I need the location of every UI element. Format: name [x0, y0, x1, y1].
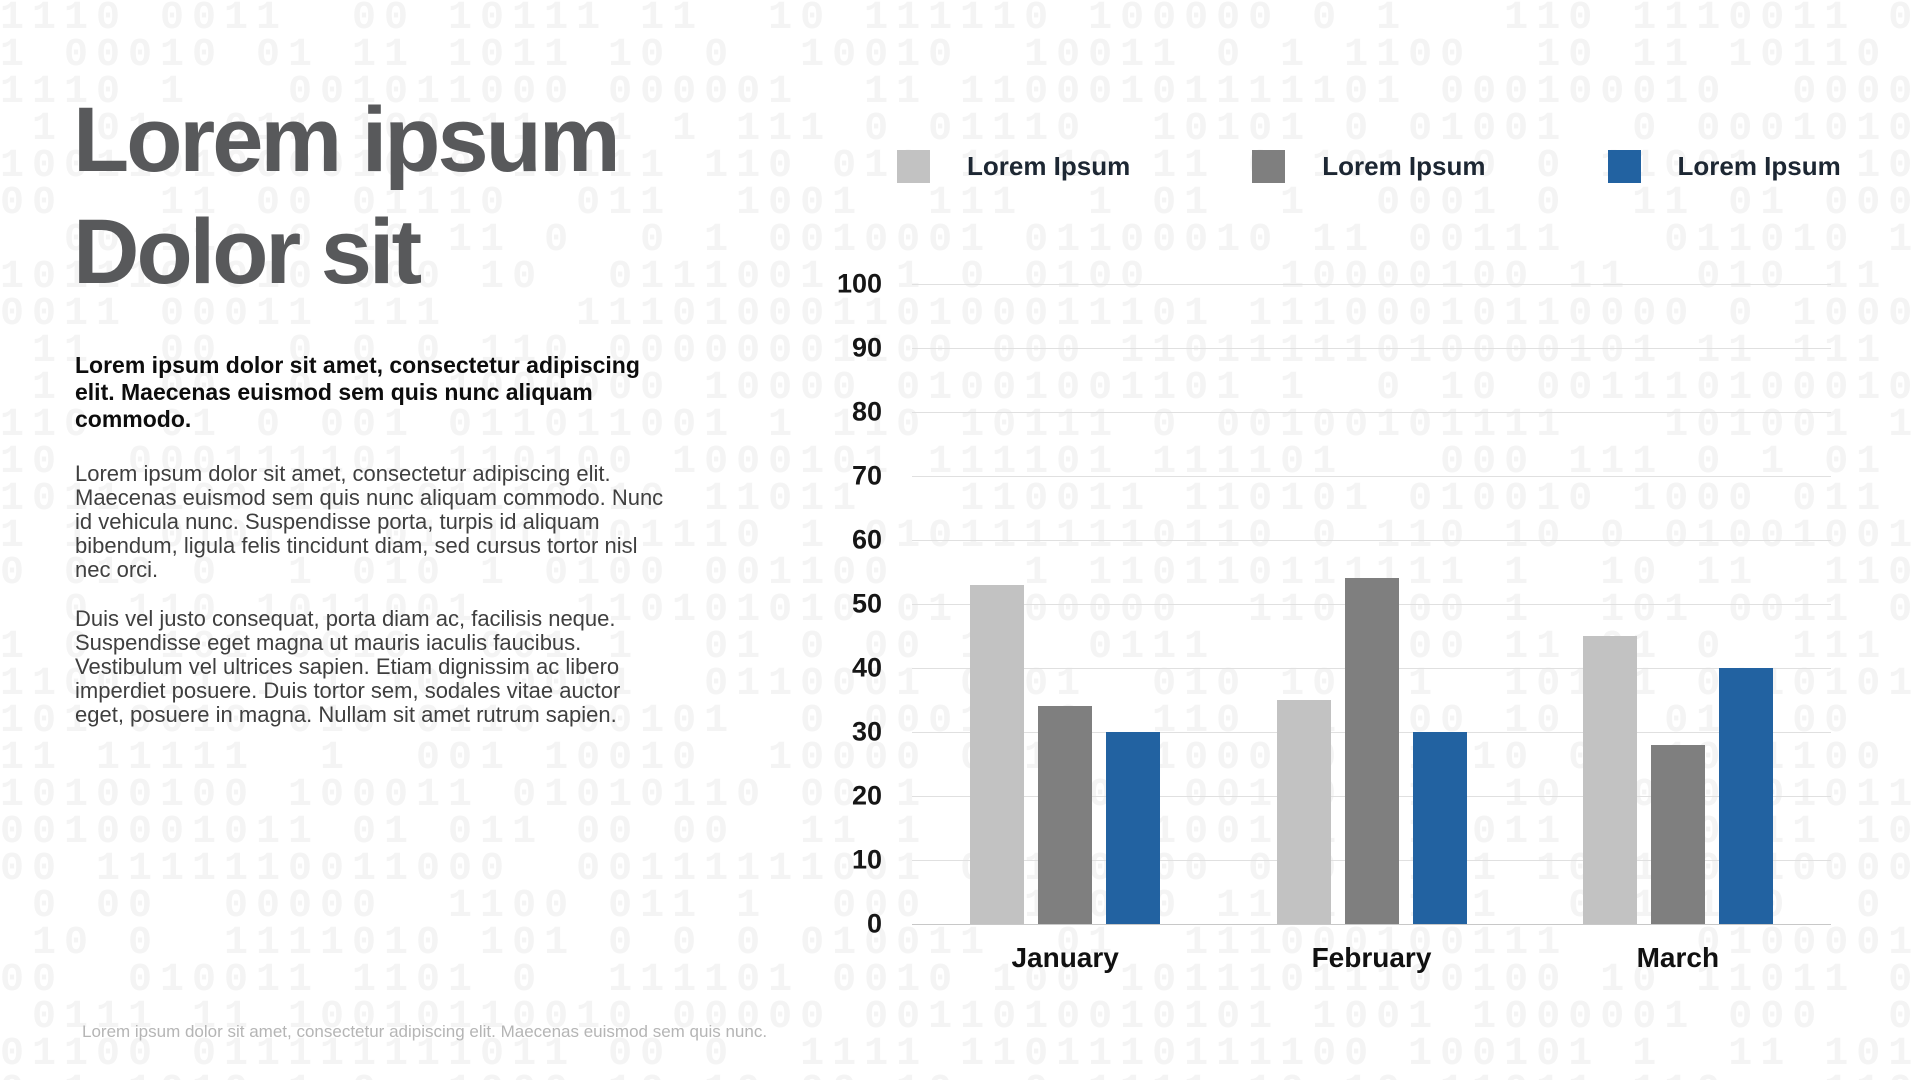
- binary-row: 0 00 00000 1100 011 1 000 1100 0 1111 1 …: [0, 884, 1920, 929]
- page-title: Lorem ipsum Dolor sit: [73, 84, 621, 308]
- binary-row: 1 1 0101 01 111001110 1 0101111110110 0 …: [0, 514, 1920, 559]
- binary-row: 10 000111101 110100 1000101 111101 11110…: [0, 440, 1920, 485]
- binary-row: 0111 11 10010110010 00000 0011010010101 …: [0, 995, 1920, 1040]
- bar-february-series-3: [1412, 732, 1467, 924]
- binary-row: 1 0 101 0010 001 1 01 0 00 11 0111 0000 …: [0, 625, 1920, 670]
- binary-row: 0 1 1010 1 0 1000 10 10 00 10 0 1111 10 …: [0, 1072, 1920, 1080]
- legend-swatch: [1252, 150, 1286, 183]
- binary-row: 00 110 0 10 11 0 0 1 0010001 01100010 11…: [0, 218, 1920, 263]
- chart-plot-area: 0 10 20 30 40 50 60 70 80 90 100 January February Mar…: [837, 269, 1831, 973]
- y-axis-tick-label: 20: [851, 780, 882, 811]
- binary-row: 1 01 011 100 11 1 1 111 0 01110 10101 0 …: [0, 107, 1920, 152]
- bar-january-series-2: [1038, 706, 1093, 924]
- binary-row: 1110 0011 00 10111 11 10 111110 100000 0…: [0, 0, 1920, 41]
- y-axis-tick-label: 40: [851, 652, 882, 683]
- binary-row: 00 010011 1101 0 111101 0010 100 1011101…: [0, 958, 1920, 1003]
- gridline: [912, 476, 1831, 477]
- legend-swatch: [897, 150, 930, 183]
- legend-label: Lorem Ipsum: [1677, 151, 1841, 181]
- bar-january-series-1: [970, 584, 1025, 924]
- x-axis-label-january: January: [1011, 942, 1119, 973]
- title-line-1: Lorem ipsum: [73, 89, 621, 191]
- title-line-2: Dolor sit: [73, 201, 422, 303]
- body-paragraph-2: Duis vel justo consequat, porta diam ac,…: [75, 606, 621, 727]
- bar-march-series-2: [1650, 744, 1705, 924]
- legend-item: Lorem Ipsum: [1252, 150, 1486, 183]
- binary-row: 0 010 0 1 010 1 0100 001100 1 1101101111…: [0, 551, 1920, 596]
- bar-january-series-3: [1106, 732, 1161, 924]
- binary-row: 11 11111 1 001 10010 10000 0111 01000100…: [0, 736, 1920, 781]
- binary-row: 10 0 1111010 101 0 0 0 010011 01 1110001…: [0, 921, 1920, 966]
- y-axis-tick-label: 100: [836, 268, 882, 299]
- y-axis-tick-label: 70: [851, 460, 882, 491]
- y-axis-tick-label: 80: [851, 396, 882, 427]
- y-axis-tick-label: 60: [851, 524, 882, 555]
- binary-row: 101110 010 000 10 0111001 1 0 0100 10000…: [0, 255, 1920, 300]
- bar-march-series-1: [1582, 636, 1637, 924]
- binary-row: 1 00 0 1 1000000 10000 01001001101 1 0 1…: [0, 366, 1920, 411]
- footer-note: Lorem ipsum dolor sit amet, consectetur …: [82, 1022, 768, 1041]
- y-axis-tick-label: 50: [851, 588, 882, 619]
- y-axis-tick-label: 90: [851, 332, 882, 363]
- binary-row: 0011 00011 111 11101000110100011101 1110…: [0, 292, 1920, 337]
- binary-row: 1110 1 001011000 000001 11 1100010111110…: [0, 70, 1920, 115]
- binary-row: 1 00010 01 11 1011 10 0 10010 10011 0 1 …: [0, 33, 1920, 78]
- chart-legend: Lorem Ipsum Lorem Ipsum Lorem Ipsum: [897, 150, 1841, 183]
- gridline: [912, 348, 1831, 349]
- x-axis-label-march: March: [1636, 942, 1720, 973]
- gridline: [912, 412, 1831, 413]
- gridline: [912, 540, 1831, 541]
- binary-row: 1011 100 11 101110010 11011 110011 11010…: [0, 477, 1920, 522]
- y-axis-tick-label: 10: [851, 844, 882, 875]
- body-paragraph-1: Lorem ipsum dolor sit amet, consectetur …: [75, 461, 664, 582]
- bar-march-series-3: [1718, 668, 1773, 924]
- binary-row: 101 0010 010 0110 00101 0 00011 0 110 01…: [0, 699, 1920, 744]
- legend-item: Lorem Ipsum: [1607, 150, 1841, 183]
- gridline: [912, 284, 1831, 285]
- legend-label: Lorem Ipsum: [1322, 151, 1486, 181]
- gridline: [912, 924, 1831, 925]
- x-axis-label-february: February: [1311, 942, 1432, 973]
- legend-item: Lorem Ipsum: [897, 150, 1130, 183]
- legend-label: Lorem Ipsum: [967, 151, 1131, 181]
- legend-swatch: [1607, 150, 1641, 183]
- binary-row: 01100 011111111011 00 0 1111 11011101111…: [0, 1032, 1920, 1077]
- binary-row: 100110100001010 10111 110 010 11 10 11 0…: [0, 144, 1920, 189]
- y-axis-tick-label: 30: [851, 716, 882, 747]
- bar-february-series-2: [1344, 578, 1399, 924]
- binary-row: 00 11 00 01110 011 1001 111 1 01 1 0001 …: [0, 181, 1920, 226]
- y-axis-tick-label: 0: [866, 908, 882, 939]
- bar-february-series-1: [1276, 700, 1331, 924]
- lead-paragraph: Lorem ipsum dolor sit amet, consectetur …: [75, 352, 640, 432]
- binary-row: 11 00 0 0 0 110 00000001100 000 11011111…: [0, 329, 1920, 374]
